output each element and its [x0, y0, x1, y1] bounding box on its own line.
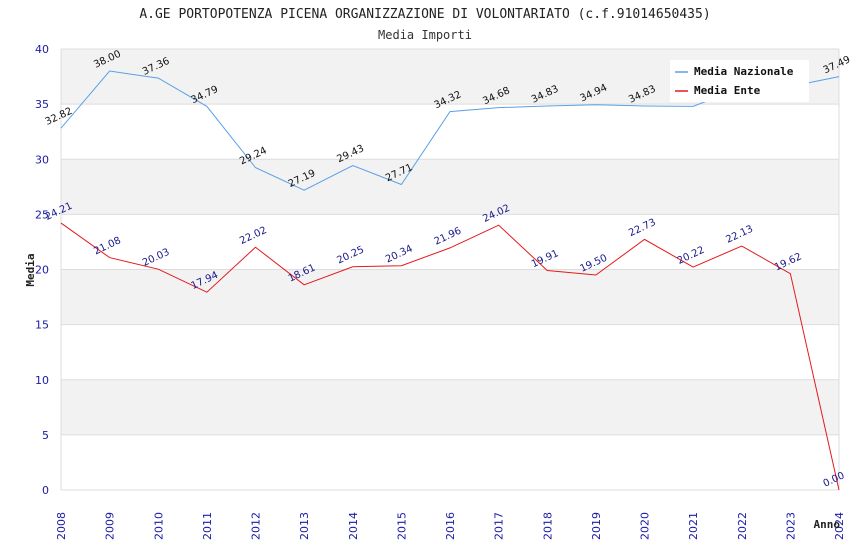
- x-tick-label: 2008: [55, 512, 68, 540]
- y-tick-label: 40: [35, 43, 49, 56]
- x-tick-label: 2022: [736, 512, 749, 540]
- x-tick-label: 2023: [784, 512, 797, 540]
- grid-band: [61, 269, 839, 325]
- x-axis-ticks: 2008 2009 2010 2011 2012 2013 2014 2015 2016 2017…: [55, 512, 846, 540]
- legend-label-media-nazionale: Media Nazionale: [694, 65, 794, 78]
- grid-band: [61, 324, 839, 380]
- grid-band: [61, 159, 839, 215]
- y-axis-label: Media: [24, 253, 37, 286]
- y-tick-label: 10: [35, 374, 49, 387]
- y-axis-ticks: 0 5 10 15 20 25 30 35 40: [35, 43, 49, 497]
- y-tick-label: 15: [35, 319, 49, 332]
- y-tick-label: 25: [35, 208, 49, 221]
- x-tick-label: 2013: [298, 512, 311, 540]
- legend: Media Nazionale Media Ente: [670, 60, 809, 102]
- x-tick-label: 2015: [395, 512, 408, 540]
- y-tick-label: 5: [42, 429, 49, 442]
- gridlines: [60, 48, 840, 491]
- grid-band: [61, 104, 839, 160]
- x-tick-label: 2017: [493, 512, 506, 540]
- x-tick-label: 2021: [687, 512, 700, 540]
- legend-label-media-ente: Media Ente: [694, 84, 761, 97]
- x-tick-label: 2024: [833, 512, 846, 540]
- chart-subtitle: Media Importi: [378, 28, 472, 42]
- x-tick-label: 2011: [201, 512, 214, 540]
- x-tick-label: 2014: [347, 512, 360, 540]
- x-tick-label: 2019: [590, 512, 603, 540]
- x-tick-label: 2020: [639, 512, 652, 540]
- grid-band: [61, 214, 839, 270]
- chart-title: A.GE PORTOPOTENZA PICENA ORGANIZZAZIONE …: [139, 7, 710, 22]
- grid-bands: [61, 49, 839, 490]
- y-tick-label: 30: [35, 153, 49, 166]
- grid-band: [61, 379, 839, 435]
- x-axis-label: Anno: [814, 518, 841, 531]
- series-line-media-ente: [60, 222, 840, 491]
- y-tick-label: 0: [42, 484, 49, 497]
- y-tick-label: 35: [35, 98, 49, 111]
- x-tick-label: 2016: [444, 512, 457, 540]
- x-tick-label: 2009: [104, 512, 117, 540]
- y-tick-label: 20: [35, 264, 49, 277]
- grid-band: [61, 434, 839, 490]
- x-tick-label: 2010: [152, 512, 165, 540]
- x-tick-label: 2018: [541, 512, 554, 540]
- legend-box: [670, 60, 809, 102]
- x-tick-label: 2012: [250, 512, 263, 540]
